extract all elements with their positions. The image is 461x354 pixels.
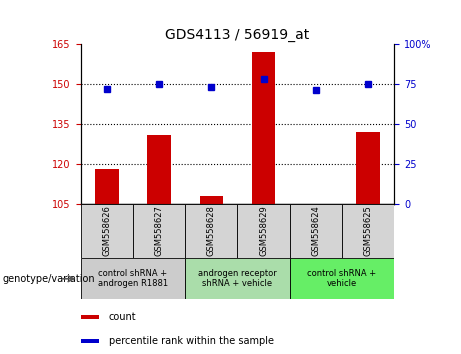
Text: percentile rank within the sample: percentile rank within the sample (109, 336, 274, 346)
Bar (81, 315, 100, 319)
Bar (304, 204, 327, 206)
Bar (237, 204, 290, 258)
Text: GSM558625: GSM558625 (364, 206, 372, 256)
Bar (148, 135, 171, 204)
Bar (252, 52, 275, 204)
Bar (95, 169, 118, 204)
Bar (342, 204, 394, 258)
Bar (185, 258, 290, 299)
Bar (133, 204, 185, 258)
Bar (185, 204, 237, 258)
Text: GSM558626: GSM558626 (102, 206, 111, 256)
Bar (290, 204, 342, 258)
Bar (81, 339, 100, 343)
Bar (290, 258, 394, 299)
Bar (356, 132, 380, 204)
Text: control shRNA +
androgen R1881: control shRNA + androgen R1881 (98, 269, 168, 289)
Bar (200, 195, 223, 204)
Bar (81, 258, 185, 299)
Text: GSM558624: GSM558624 (311, 206, 320, 256)
Text: count: count (109, 312, 136, 322)
Text: GSM558629: GSM558629 (259, 206, 268, 256)
Text: GSM558628: GSM558628 (207, 206, 216, 256)
Text: GSM558627: GSM558627 (154, 206, 164, 256)
Text: androgen receptor
shRNA + vehicle: androgen receptor shRNA + vehicle (198, 269, 277, 289)
Bar (81, 204, 133, 258)
Text: control shRNA +
vehicle: control shRNA + vehicle (307, 269, 377, 289)
Text: genotype/variation: genotype/variation (2, 274, 95, 284)
Title: GDS4113 / 56919_at: GDS4113 / 56919_at (165, 28, 309, 42)
